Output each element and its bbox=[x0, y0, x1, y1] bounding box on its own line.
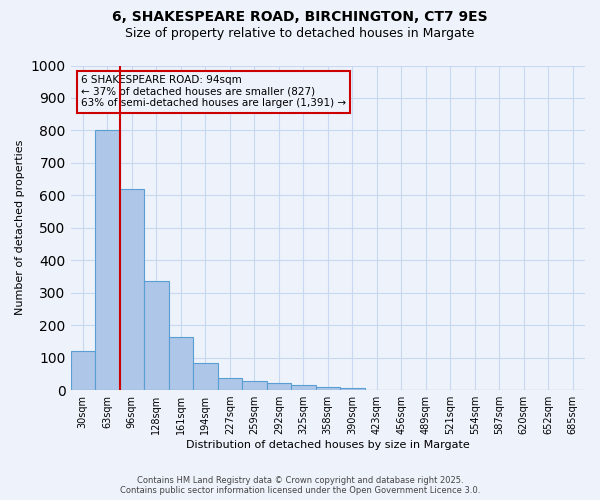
Bar bbox=[119, 189, 144, 390]
Bar bbox=[316, 388, 340, 390]
Bar bbox=[266, 383, 291, 390]
Text: Size of property relative to detached houses in Margate: Size of property relative to detached ho… bbox=[125, 28, 475, 40]
Y-axis label: Number of detached properties: Number of detached properties bbox=[15, 140, 25, 316]
Text: 6, SHAKESPEARE ROAD, BIRCHINGTON, CT7 9ES: 6, SHAKESPEARE ROAD, BIRCHINGTON, CT7 9E… bbox=[112, 10, 488, 24]
Bar bbox=[218, 378, 242, 390]
Text: 6 SHAKESPEARE ROAD: 94sqm
← 37% of detached houses are smaller (827)
63% of semi: 6 SHAKESPEARE ROAD: 94sqm ← 37% of detac… bbox=[81, 75, 346, 108]
Bar bbox=[71, 351, 95, 390]
Bar bbox=[95, 130, 119, 390]
Bar bbox=[291, 385, 316, 390]
Bar bbox=[242, 382, 266, 390]
X-axis label: Distribution of detached houses by size in Margate: Distribution of detached houses by size … bbox=[186, 440, 470, 450]
Bar bbox=[144, 282, 169, 390]
Bar bbox=[193, 364, 218, 390]
Bar bbox=[169, 336, 193, 390]
Bar bbox=[340, 388, 365, 390]
Text: Contains HM Land Registry data © Crown copyright and database right 2025.
Contai: Contains HM Land Registry data © Crown c… bbox=[120, 476, 480, 495]
